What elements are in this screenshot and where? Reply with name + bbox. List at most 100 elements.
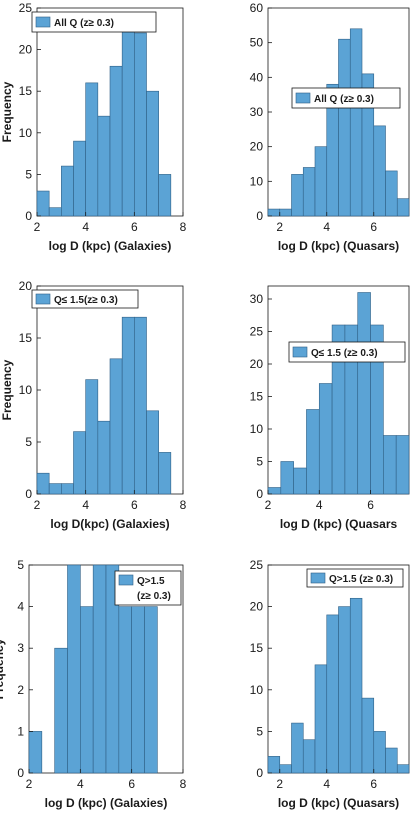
y-tick-label: 10: [250, 174, 264, 188]
x-tick-label: 2: [265, 498, 272, 512]
legend-box: [291, 87, 401, 109]
y-tick-label: 0: [25, 209, 32, 223]
y-tick-label: 25: [19, 1, 33, 15]
histogram-bar: [54, 647, 68, 774]
histogram-bar: [373, 125, 386, 217]
x-axis-label: log D(kpc) (Galaxies): [50, 517, 169, 531]
y-tick-label: 10: [19, 383, 33, 397]
y-tick-label: 10: [250, 422, 264, 436]
histogram-bar: [349, 28, 363, 217]
histogram-bar: [48, 207, 62, 217]
y-tick-label: 15: [250, 641, 264, 655]
legend-box: [31, 11, 157, 33]
histogram-bar: [28, 731, 43, 774]
y-tick-label: 20: [250, 140, 264, 154]
histogram-bar: [61, 483, 74, 495]
y-tick-label: 0: [256, 487, 263, 501]
legend-label: All Q (z≥ 0.3): [314, 94, 374, 105]
histogram-bar: [385, 170, 398, 217]
histogram-bar: [67, 564, 81, 774]
legend-label: Q≤ 1.5(z≥ 0.3): [54, 295, 118, 306]
x-tick-label: 2: [276, 777, 283, 791]
histogram-bar: [97, 115, 111, 217]
panel-galaxies-q-le-1.5: 2 4 6 8 0 5 10 15 20 log D(kpc) (Galaxies) Frequen…: [0, 279, 187, 531]
x-tick-label: 6: [131, 498, 138, 512]
x-tick-label: 6: [367, 498, 374, 512]
histogram-bar: [85, 379, 99, 495]
histogram-bar: [395, 435, 410, 495]
legend-swatch: [292, 346, 308, 358]
y-tick-label: 30: [250, 105, 264, 119]
x-tick-label: 6: [128, 777, 135, 791]
x-tick-label: 4: [323, 220, 330, 234]
histogram-bar: [131, 606, 145, 774]
histogram-bar: [302, 739, 316, 774]
y-tick-label: 0: [256, 209, 263, 223]
legend: Q≤ 1.5(z≥ 0.3): [31, 289, 139, 309]
histogram-bar: [134, 316, 147, 495]
legend-swatch: [310, 572, 326, 584]
y-tick-label: 4: [17, 600, 24, 614]
histogram-bar: [385, 747, 398, 774]
y-tick-label: 5: [17, 558, 24, 572]
y-tick-label: 50: [250, 36, 264, 50]
y-tick-label: 10: [250, 683, 264, 697]
histogram-bar: [80, 606, 94, 774]
histogram-bar: [73, 140, 86, 217]
x-tick-label: 4: [82, 498, 89, 512]
histogram-bar: [146, 90, 159, 217]
y-tick-label: 5: [25, 167, 32, 181]
histogram-bar: [314, 664, 328, 774]
x-tick-label: 2: [34, 498, 41, 512]
y-tick-label: 10: [19, 126, 33, 140]
histogram-bar: [291, 722, 304, 774]
legend: Q>1.5 (z≥ 0.3): [114, 570, 182, 606]
x-tick-label: 8: [180, 220, 187, 234]
x-tick-label: 6: [131, 220, 138, 234]
legend: Q>1.5 (z≥ 0.3): [306, 568, 404, 588]
histogram-bar: [370, 324, 384, 495]
panel-quasars-q-gt-1.5: 2 4 6 0 5 10 15 20 25 log D (kpc) (Quasars) Q>1.5 …: [250, 558, 410, 810]
y-axis-label: Frequency: [0, 359, 14, 420]
y-tick-label: 0: [17, 766, 24, 780]
y-axis-label: Frequency: [0, 81, 14, 142]
x-tick-label: 4: [82, 220, 89, 234]
histogram-bar: [118, 606, 132, 774]
histogram-bar: [121, 24, 135, 217]
histogram-bar: [267, 208, 281, 217]
histogram-bar: [280, 461, 294, 495]
histogram-bar: [158, 452, 172, 495]
x-axis-label: log D (kpc) (Quasars): [278, 239, 399, 253]
y-tick-label: 30: [250, 292, 264, 306]
histogram-bar: [357, 292, 371, 495]
x-tick-label: 6: [370, 777, 377, 791]
legend-swatch: [35, 16, 51, 28]
legend: All Q (z≥ 0.3): [291, 87, 401, 109]
x-tick-label: 4: [77, 777, 84, 791]
histogram-bar: [279, 764, 292, 774]
histogram-bar: [146, 410, 159, 495]
y-tick-label: 1: [17, 724, 24, 738]
y-tick-label: 5: [256, 724, 263, 738]
histogram-bar: [349, 597, 363, 774]
y-tick-label: 15: [19, 84, 33, 98]
y-tick-label: 3: [17, 641, 24, 655]
histogram-bar: [121, 316, 135, 495]
x-axis-label: log D (kpc) (Galaxies): [49, 239, 172, 253]
y-tick-label: 20: [19, 279, 33, 293]
x-axis-label: log D (kpc) (Quasars): [278, 796, 399, 810]
legend-box: [31, 289, 139, 309]
legend-swatch: [118, 574, 134, 586]
panel-galaxies-q-gt-1.5: 2 4 6 8 0 1 2 3 4 5 log D (kpc) (Galaxies) Frequenc…: [0, 558, 187, 810]
y-tick-label: 2: [17, 683, 24, 697]
histogram-bar: [396, 764, 410, 774]
legend-box: [306, 568, 404, 588]
histogram-bar: [61, 165, 74, 217]
histogram-bar: [314, 146, 328, 217]
x-tick-label: 4: [316, 498, 323, 512]
y-tick-label: 5: [256, 455, 263, 469]
x-tick-label: 8: [180, 777, 187, 791]
legend-swatch: [295, 92, 311, 104]
histogram-bar: [293, 467, 307, 495]
